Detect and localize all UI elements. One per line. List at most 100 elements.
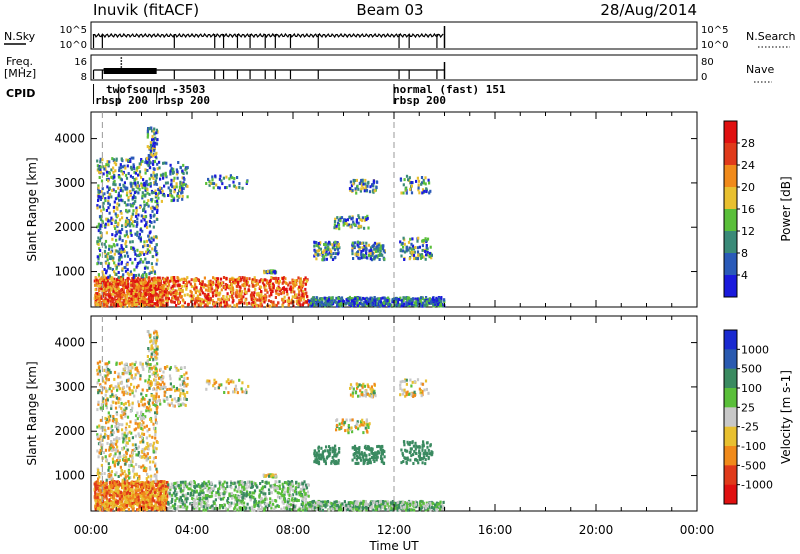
- cell: [291, 295, 294, 299]
- cell: [325, 257, 328, 261]
- cell: [187, 487, 190, 491]
- cell: [190, 278, 193, 282]
- cell: [307, 299, 310, 302]
- cell: [239, 301, 242, 305]
- cell: [153, 293, 156, 297]
- cell: [176, 192, 179, 195]
- cell: [160, 187, 163, 190]
- cell: [402, 245, 405, 249]
- cell: [185, 171, 188, 175]
- cell: [97, 273, 100, 277]
- cell: [141, 194, 144, 198]
- cell: [105, 271, 108, 275]
- cell: [97, 186, 100, 190]
- power-cells: [93, 126, 446, 308]
- cell: [425, 249, 428, 253]
- cell: [228, 286, 231, 290]
- cell: [106, 304, 109, 308]
- cell: [164, 505, 167, 509]
- cell: [330, 296, 333, 300]
- cell: [144, 160, 147, 164]
- cell: [176, 194, 179, 198]
- cell: [278, 289, 281, 293]
- cell: [365, 255, 368, 259]
- cell: [292, 488, 295, 492]
- cell: [179, 291, 182, 295]
- cell: [146, 145, 149, 149]
- cell: [106, 190, 109, 194]
- cell: [141, 293, 144, 297]
- cell: [99, 480, 102, 484]
- cell: [229, 494, 233, 498]
- cell: [143, 240, 146, 244]
- cell: [197, 297, 200, 300]
- cell: [138, 206, 142, 209]
- cell: [113, 505, 116, 509]
- cell: [144, 188, 147, 192]
- cell: [440, 303, 443, 306]
- cell: [125, 176, 129, 180]
- cell: [156, 167, 159, 171]
- cell: [379, 249, 382, 252]
- cell: [145, 156, 149, 160]
- cell: [139, 495, 142, 499]
- cell: [93, 279, 96, 283]
- cell: [360, 298, 363, 302]
- cell: [146, 502, 149, 506]
- cell: [268, 285, 271, 289]
- cell: [141, 183, 145, 187]
- cell: [375, 247, 378, 251]
- cell: [323, 243, 326, 246]
- cell: [100, 209, 103, 213]
- cell: [131, 303, 134, 307]
- cell: [254, 297, 257, 301]
- cell: [283, 486, 286, 490]
- cell: [345, 222, 348, 226]
- cell: [395, 303, 398, 307]
- cell: [118, 302, 121, 306]
- cell: [355, 178, 358, 182]
- cell: [145, 221, 148, 224]
- cell: [153, 206, 156, 210]
- cell: [237, 301, 241, 305]
- cell: [107, 266, 110, 270]
- cell: [125, 489, 128, 493]
- cell: [215, 285, 218, 289]
- cell: [243, 301, 246, 305]
- cell: [163, 278, 166, 282]
- cell: [431, 296, 435, 300]
- cell: [111, 303, 115, 307]
- cell: [133, 201, 136, 205]
- cell: [123, 503, 126, 506]
- cpid-rbsp-1: rbsp 200: [95, 94, 148, 107]
- cell: [222, 285, 225, 288]
- cell: [333, 241, 336, 245]
- cell: [410, 181, 413, 184]
- cell: [236, 176, 239, 179]
- cell: [139, 236, 142, 240]
- cell: [156, 201, 159, 205]
- cell: [98, 205, 101, 209]
- cell: [299, 303, 302, 307]
- cell: [429, 245, 432, 249]
- cell: [379, 252, 382, 255]
- cell: [268, 283, 271, 287]
- cell: [190, 291, 193, 294]
- cell: [418, 298, 421, 302]
- cell: [318, 299, 321, 303]
- cell: [117, 250, 120, 254]
- cell: [231, 291, 234, 295]
- cell: [106, 174, 109, 178]
- cell: [350, 217, 353, 221]
- cell: [157, 287, 160, 291]
- beam-title: Beam 03: [356, 1, 423, 19]
- cell: [372, 181, 375, 185]
- cell: [251, 280, 254, 284]
- cell: [150, 501, 153, 505]
- cell: [316, 302, 319, 306]
- cell: [403, 178, 406, 182]
- cell: [124, 173, 128, 177]
- cell: [112, 301, 115, 305]
- cell: [99, 500, 102, 504]
- cell: [147, 199, 150, 203]
